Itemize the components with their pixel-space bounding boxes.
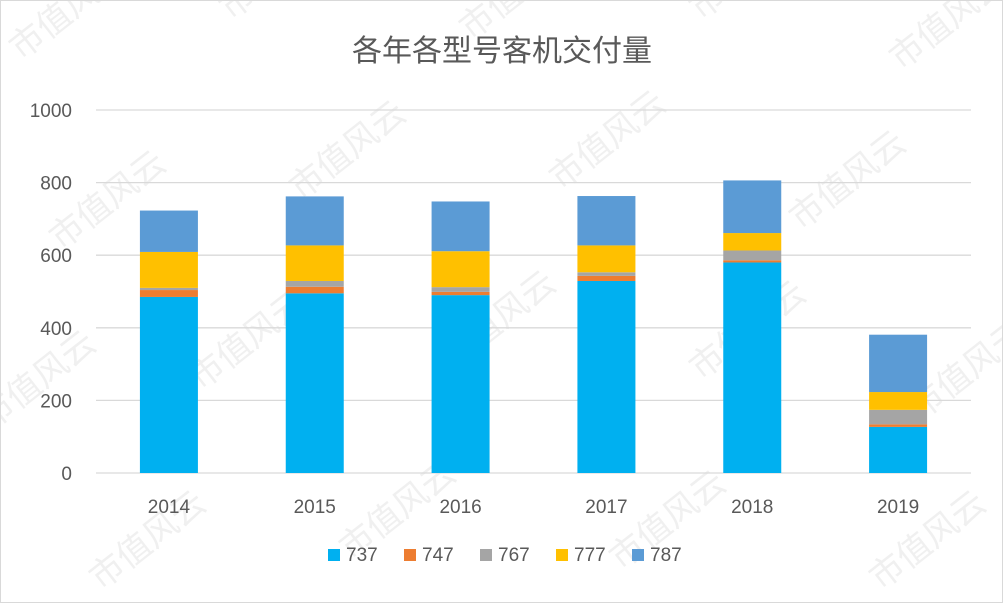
y-tick-label: 800 <box>40 174 72 195</box>
bars <box>139 180 928 473</box>
bar-segment-787-2015 <box>285 196 344 246</box>
bar-segment-767-2018 <box>723 250 782 261</box>
bar-segment-747-2019 <box>869 424 928 427</box>
legend-label-737: 737 <box>346 545 378 566</box>
legend: 737 747 767 777 787 <box>328 545 682 566</box>
gridlines <box>96 109 971 474</box>
bar-segment-737-2017 <box>577 280 636 473</box>
y-axis-ticks: 0 200 400 600 800 1000 <box>30 101 72 485</box>
y-tick-label: 200 <box>40 391 72 412</box>
legend-swatch-777 <box>556 549 568 561</box>
bar-segment-747-2016 <box>431 291 490 296</box>
chart-title: 各年各型号客机交付量 <box>352 34 652 69</box>
bar-segment-737-2016 <box>431 295 490 473</box>
bar-segment-767-2015 <box>285 280 344 287</box>
x-tick-label: 2019 <box>877 497 919 518</box>
watermark-text: 市值风云 <box>1 323 104 438</box>
watermark-text: 市值风云 <box>882 1 1002 78</box>
bar-segment-737-2018 <box>723 262 782 473</box>
legend-swatch-767 <box>480 549 492 561</box>
x-axis-ticks: 2014 2015 2016 2017 2018 2019 <box>148 497 919 518</box>
bar-segment-777-2018 <box>723 233 782 251</box>
watermark-text: 市值风云 <box>542 83 674 198</box>
bar-segment-747-2014 <box>139 290 198 297</box>
y-tick-label: 400 <box>40 319 72 340</box>
bar-segment-787-2019 <box>869 334 928 393</box>
bar-segment-747-2017 <box>577 275 636 281</box>
y-tick-label: 0 <box>61 464 72 485</box>
bar-segment-777-2015 <box>285 245 344 281</box>
bar-segment-777-2017 <box>577 245 636 273</box>
bar-segment-737-2019 <box>869 426 928 473</box>
bar-segment-747-2018 <box>723 260 782 263</box>
legend-swatch-747 <box>404 549 416 561</box>
legend-label-777: 777 <box>574 545 606 566</box>
bar-segment-787-2016 <box>431 201 490 252</box>
legend-swatch-737 <box>328 549 340 561</box>
bar-segment-787-2017 <box>577 196 636 246</box>
x-tick-label: 2016 <box>439 497 481 518</box>
legend-label-787: 787 <box>650 545 682 566</box>
bar-segment-777-2014 <box>139 251 198 288</box>
watermark-text: 市值风云 <box>212 1 344 28</box>
x-tick-label: 2017 <box>585 497 627 518</box>
watermark-text: 市值风云 <box>782 123 914 238</box>
watermark-text: 市值风云 <box>682 1 814 28</box>
x-tick-label: 2015 <box>294 497 336 518</box>
bar-segment-737-2015 <box>285 293 344 473</box>
bar-segment-737-2014 <box>139 296 198 473</box>
watermark-text: 市值风云 <box>2 1 134 68</box>
bar-segment-767-2014 <box>139 287 198 291</box>
bar-segment-777-2016 <box>431 251 490 288</box>
x-tick-label: 2018 <box>731 497 773 518</box>
legend-label-767: 767 <box>498 545 530 566</box>
bar-segment-777-2019 <box>869 392 928 410</box>
legend-swatch-787 <box>632 549 644 561</box>
bar-segment-767-2017 <box>577 272 636 276</box>
bar-segment-787-2014 <box>139 210 198 252</box>
x-tick-label: 2014 <box>148 497 191 518</box>
bar-segment-767-2019 <box>869 409 928 425</box>
bar-segment-767-2016 <box>431 287 490 292</box>
bar-segment-787-2018 <box>723 180 782 234</box>
y-tick-label: 1000 <box>30 101 72 122</box>
legend-label-747: 747 <box>422 545 454 566</box>
bar-segment-747-2015 <box>285 286 344 294</box>
y-tick-label: 600 <box>40 246 72 267</box>
